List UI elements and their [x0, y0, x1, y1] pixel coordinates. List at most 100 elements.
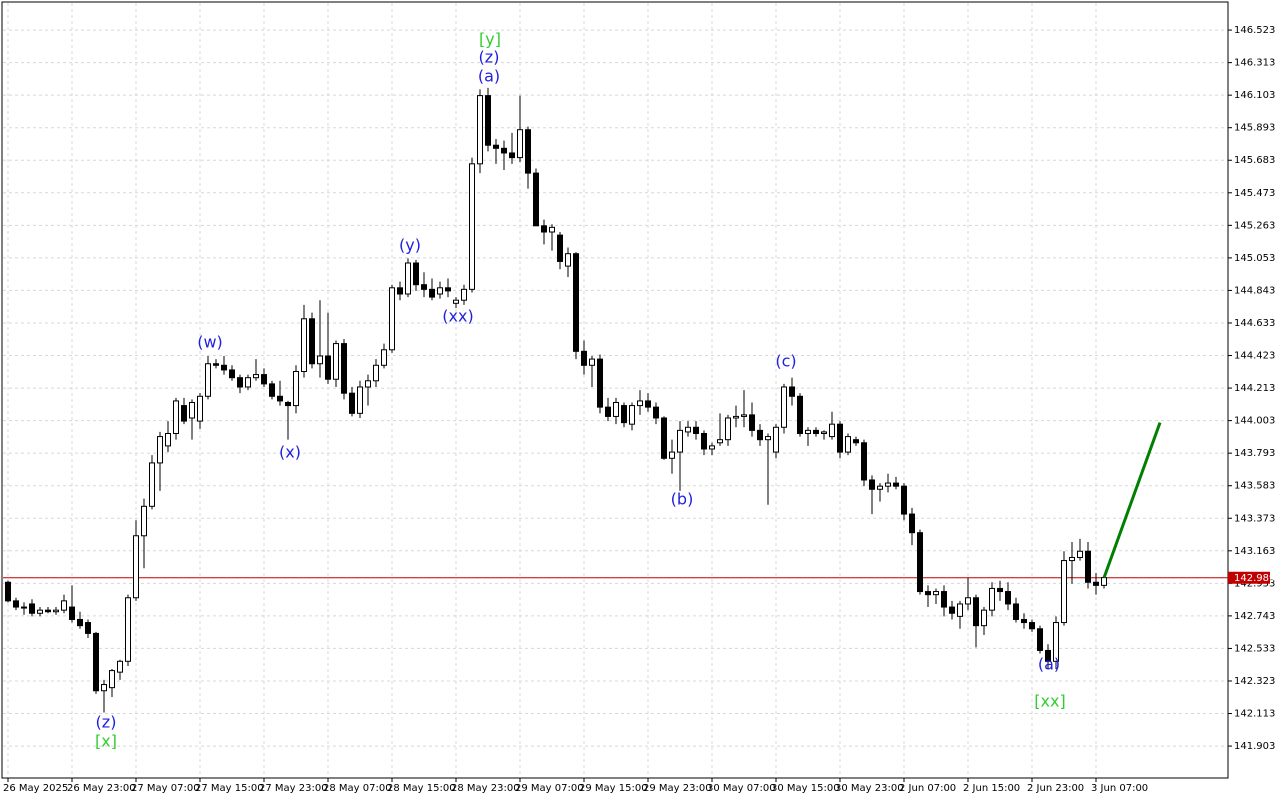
- candle-body: [877, 485, 883, 490]
- candle-body: [149, 462, 155, 507]
- x-tick-label: 27 May 07:00: [131, 783, 200, 794]
- wave-label: (a): [478, 67, 500, 86]
- candle-body: [21, 606, 27, 609]
- y-tick-label: 143.793: [1234, 448, 1275, 459]
- wave-label: (y): [399, 236, 421, 255]
- candle-body: [941, 591, 947, 608]
- x-tick-label: 28 May 23:00: [451, 783, 520, 794]
- candle-body: [965, 597, 971, 605]
- candle-body: [29, 603, 35, 614]
- candle-body: [821, 431, 827, 434]
- candle-body: [45, 609, 51, 613]
- candle-body: [565, 253, 571, 267]
- candle-body: [181, 405, 187, 422]
- candle-body: [509, 152, 515, 159]
- wave-label: (xx): [442, 307, 473, 326]
- x-tick-label: 29 May 15:00: [579, 783, 648, 794]
- y-tick-label: 142.533: [1234, 643, 1275, 654]
- candle-body: [717, 439, 723, 444]
- candle-body: [413, 262, 419, 286]
- wave-label: [xx]: [1034, 692, 1065, 711]
- candle-body: [893, 482, 899, 487]
- candle-body: [661, 417, 667, 459]
- candle-body: [5, 581, 11, 602]
- wave-label: (z): [96, 713, 117, 732]
- candle-body: [989, 587, 995, 611]
- candle-body: [373, 364, 379, 382]
- candle-body: [837, 423, 843, 453]
- x-tick-label: 27 May 15:00: [195, 783, 264, 794]
- candle-body: [61, 600, 67, 611]
- x-tick-label: 28 May 15:00: [387, 783, 456, 794]
- wave-label: (x): [279, 443, 301, 462]
- candle-body: [453, 299, 459, 304]
- candle-body: [69, 606, 75, 620]
- candle-body: [205, 363, 211, 397]
- candle-body: [381, 349, 387, 366]
- candle-body: [397, 287, 403, 295]
- candle-body: [997, 587, 1003, 593]
- x-tick-label: 2 Jun 15:00: [963, 783, 1020, 794]
- y-tick-label: 145.263: [1234, 220, 1275, 231]
- y-tick-label: 142.743: [1234, 611, 1275, 622]
- y-tick-label: 142.953: [1234, 578, 1275, 589]
- candle-body: [309, 318, 315, 365]
- last-price-box: [1228, 571, 1270, 584]
- y-tick-label: 141.903: [1234, 741, 1275, 752]
- candle-body: [349, 392, 355, 414]
- candle-body: [357, 386, 363, 414]
- candle-body: [517, 129, 523, 159]
- candle-body: [277, 395, 283, 402]
- candle-body: [693, 426, 699, 434]
- candle-body: [1045, 649, 1051, 662]
- candle-body: [13, 600, 19, 608]
- candle-body: [829, 423, 835, 438]
- last-price-label: 142.989: [1234, 573, 1275, 584]
- candle-body: [1021, 618, 1027, 624]
- x-tick-label: 26 May 23:00: [67, 783, 136, 794]
- candle-body: [541, 225, 547, 233]
- y-tick-label: 143.163: [1234, 546, 1275, 557]
- candle-body: [525, 129, 531, 174]
- y-tick-label: 144.633: [1234, 318, 1275, 329]
- candle-body: [293, 370, 299, 407]
- candle-body: [341, 343, 347, 394]
- candle-body: [389, 287, 395, 351]
- candle-body: [677, 429, 683, 453]
- candle-body: [557, 234, 563, 262]
- candle-body: [285, 401, 291, 407]
- wave-label: (c): [775, 352, 796, 371]
- y-tick-label: 143.373: [1234, 513, 1275, 524]
- y-tick-label: 143.583: [1234, 481, 1275, 492]
- candle-body: [301, 318, 307, 372]
- candle-body: [757, 429, 763, 441]
- candle-body: [237, 377, 243, 388]
- x-tick-label: 29 May 23:00: [643, 783, 712, 794]
- candle-body: [861, 442, 867, 481]
- candle-body: [77, 618, 83, 627]
- candle-body: [645, 400, 651, 408]
- candle-body: [781, 386, 787, 428]
- x-tick-label: 3 Jun 07:00: [1091, 783, 1148, 794]
- y-tick-label: 146.523: [1234, 25, 1275, 36]
- candle-body: [141, 505, 147, 537]
- candle-body: [733, 415, 739, 419]
- wave-label: [x]: [95, 732, 117, 751]
- candle-body: [613, 401, 619, 417]
- y-tick-label: 145.473: [1234, 188, 1275, 199]
- candle-body: [85, 622, 91, 634]
- y-tick-label: 145.893: [1234, 123, 1275, 134]
- y-tick-label: 145.053: [1234, 253, 1275, 264]
- candle-body: [949, 606, 955, 614]
- candle-body: [117, 660, 123, 673]
- wave-label: [y]: [479, 30, 501, 49]
- candle-body: [797, 395, 803, 434]
- candle-body: [189, 401, 195, 419]
- candle-body: [637, 400, 643, 407]
- candle-body: [173, 400, 179, 434]
- candle-body: [165, 432, 171, 447]
- candle-body: [789, 386, 795, 397]
- y-tick-label: 142.323: [1234, 676, 1275, 687]
- candle-body: [605, 406, 611, 417]
